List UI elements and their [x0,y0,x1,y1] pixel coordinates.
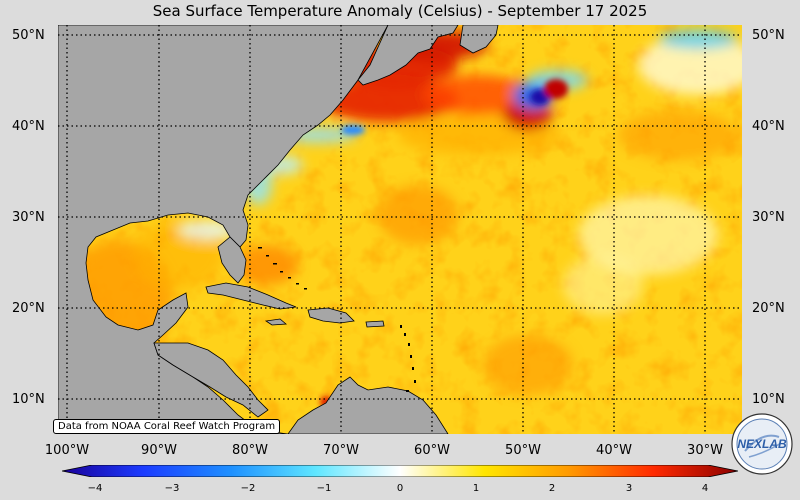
nexlab-logo-svg: NEXLAB [731,413,793,475]
land-newfoundland [459,25,499,54]
lon-label-70w: 70°W [323,443,359,458]
lat-label-20n-right: 20°N [752,301,785,316]
lon-label-60w: 60°W [414,443,450,458]
lat-label-40n-left: 40°N [12,119,45,134]
lon-label-80w: 80°W [232,443,268,458]
islands [258,247,416,392]
colorbar-tick-0: 0 [396,483,404,494]
colorbar-tick-neg1: −1 [316,483,332,494]
lon-label-90w: 90°W [141,443,177,458]
lat-label-50n-left: 50°N [12,28,45,43]
lat-label-20n-left: 20°N [12,301,45,316]
lat-label-10n-left: 10°N [12,392,45,407]
map-title: Sea Surface Temperature Anomaly (Celsius… [152,2,648,20]
sst-map-svg [58,25,742,434]
data-credit-label: Data from NOAA Coral Reef Watch Program [53,419,281,434]
lon-label-100w: 100°W [44,443,90,458]
colorbar-tick-neg2: −2 [240,483,256,494]
colorbar-tick-2: 2 [548,483,556,494]
colorbar-tick-1: 1 [472,483,480,494]
land-jamaica [264,318,288,326]
colorbar-svg [61,464,739,478]
lon-label-40w: 40°W [596,443,632,458]
colorbar-tick-neg4: −4 [87,483,103,494]
land-puerto-rico [365,320,385,328]
graticule [58,25,742,434]
lon-label-30w: 30°W [687,443,723,458]
colorbar-tick-4: 4 [701,483,709,494]
land-florida [217,236,247,284]
colorbar-tick-3: 3 [625,483,633,494]
sst-map [58,25,742,434]
lat-label-10n-right: 10°N [752,392,785,407]
lat-label-30n-left: 30°N [12,210,45,225]
lat-label-30n-right: 30°N [752,210,785,225]
land-maritimes [357,25,459,86]
colorbar [61,462,739,478]
colorbar-tick-neg3: −3 [164,483,180,494]
lat-label-40n-right: 40°N [752,119,785,134]
nexlab-logo: NEXLAB [731,413,793,475]
colorbar-gradient [61,464,739,478]
lat-label-50n-right: 50°N [752,28,785,43]
land-hispaniola [307,307,355,324]
lon-label-50w: 50°W [505,443,541,458]
logo-text: NEXLAB [737,437,787,451]
